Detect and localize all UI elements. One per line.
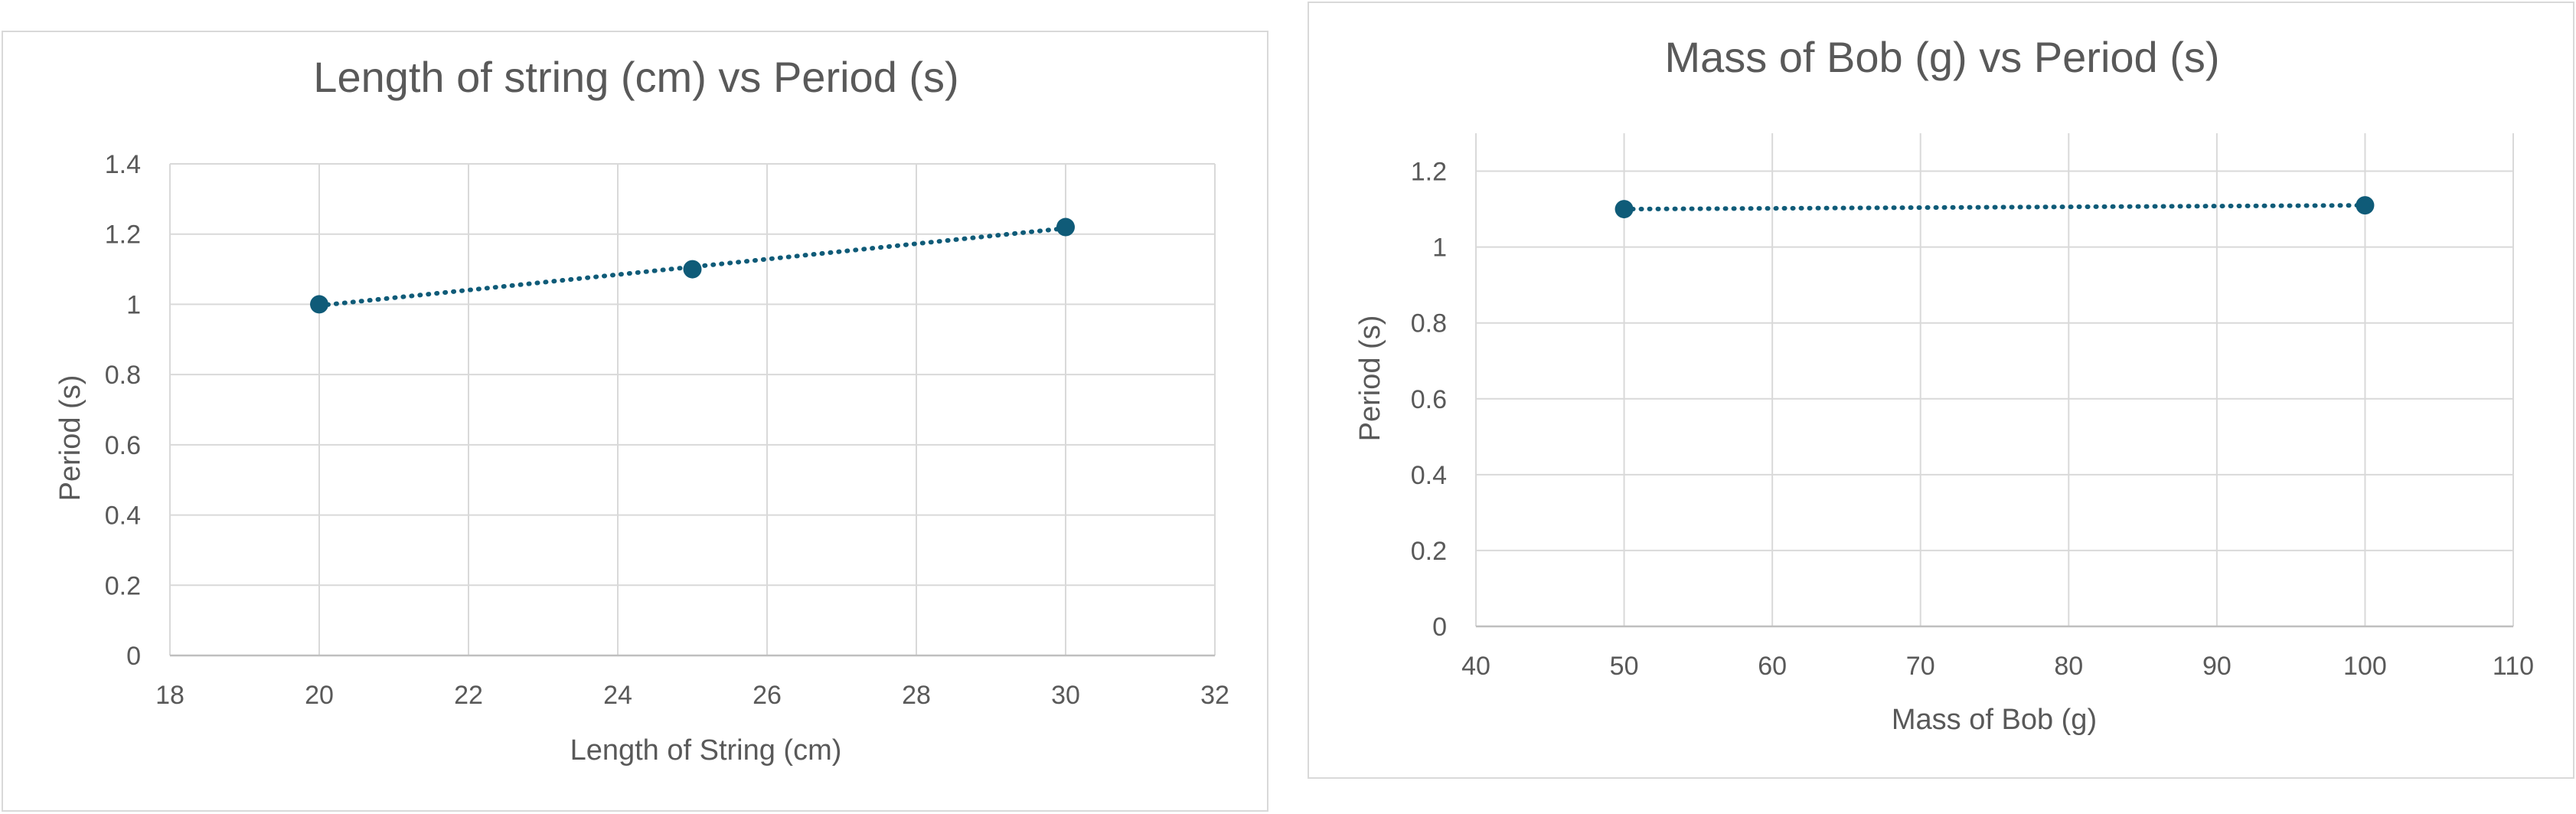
y-tick-label: 1.4 (105, 150, 141, 179)
trendline (317, 226, 1068, 308)
x-tick-label: 24 (603, 681, 632, 710)
y-tick-label: 0.8 (105, 361, 141, 390)
y-axis-title: Period (s) (1354, 315, 1386, 442)
x-axis-title: Length of String (cm) (570, 734, 842, 767)
chart-panel-length-vs-period: Length of string (cm) vs Period (s) Leng… (2, 31, 1268, 812)
plot-area: 0 0.2 0.4 0.6 0.8 1 1.2 40 50 60 70 80 90 100 110 (1411, 133, 2534, 681)
x-tick-label: 20 (305, 681, 334, 710)
x-tick-label: 70 (1906, 652, 1935, 681)
data-point (2356, 196, 2375, 215)
x-tick-label: 18 (155, 681, 184, 710)
x-tick-label: 32 (1200, 681, 1229, 710)
x-tick-label: 50 (1610, 652, 1639, 681)
chart-length-vs-period: Length of string (cm) vs Period (s) Leng… (54, 53, 1229, 767)
x-tick-label: 40 (1461, 652, 1490, 681)
x-tick-label: 100 (2343, 652, 2387, 681)
chart-title: Length of string (cm) vs Period (s) (313, 53, 958, 101)
y-tick-label: 0.4 (1411, 461, 1447, 490)
y-tick-label: 1 (1432, 234, 1447, 263)
y-tick-label: 0.6 (1411, 385, 1447, 414)
x-axis-title: Mass of Bob (g) (1892, 704, 2097, 736)
x-tick-label: 26 (753, 681, 782, 710)
x-tick-label: 28 (902, 681, 931, 710)
y-tick-label: 0.2 (105, 571, 141, 600)
x-tick-label: 60 (1758, 652, 1787, 681)
x-tick-label: 110 (2493, 652, 2534, 681)
data-point (310, 295, 328, 314)
y-tick-label: 0.4 (105, 502, 141, 531)
x-tick-label: 80 (2054, 652, 2083, 681)
chart-panel-mass-vs-period: Mass of Bob (g) vs Period (s) Mass of Bo… (1308, 2, 2574, 779)
chart-mass-vs-period: Mass of Bob (g) vs Period (s) Mass of Bo… (1354, 33, 2534, 736)
y-axis-title: Period (s) (54, 375, 87, 502)
chart-title: Mass of Bob (g) vs Period (s) (1664, 33, 2219, 81)
x-tick-label: 30 (1051, 681, 1080, 710)
y-tick-label: 0 (126, 642, 141, 671)
y-tick-label: 1 (126, 290, 141, 319)
data-point (1056, 217, 1075, 237)
x-tick-label: 22 (454, 681, 483, 710)
plot-area: 0 0.2 0.4 0.6 0.8 1 1.2 1.4 18 20 22 24 26 28 30 32 (105, 150, 1229, 710)
y-tick-label: 0.8 (1411, 309, 1447, 338)
data-point (683, 260, 702, 279)
y-tick-label: 1.2 (105, 221, 141, 250)
y-tick-label: 0 (1432, 613, 1447, 642)
trendline (1621, 203, 2368, 212)
y-tick-label: 1.2 (1411, 158, 1447, 187)
x-tick-label: 90 (2202, 652, 2232, 681)
y-tick-label: 0.6 (105, 431, 141, 460)
y-tick-label: 0.2 (1411, 537, 1447, 566)
data-point (1614, 200, 1634, 219)
